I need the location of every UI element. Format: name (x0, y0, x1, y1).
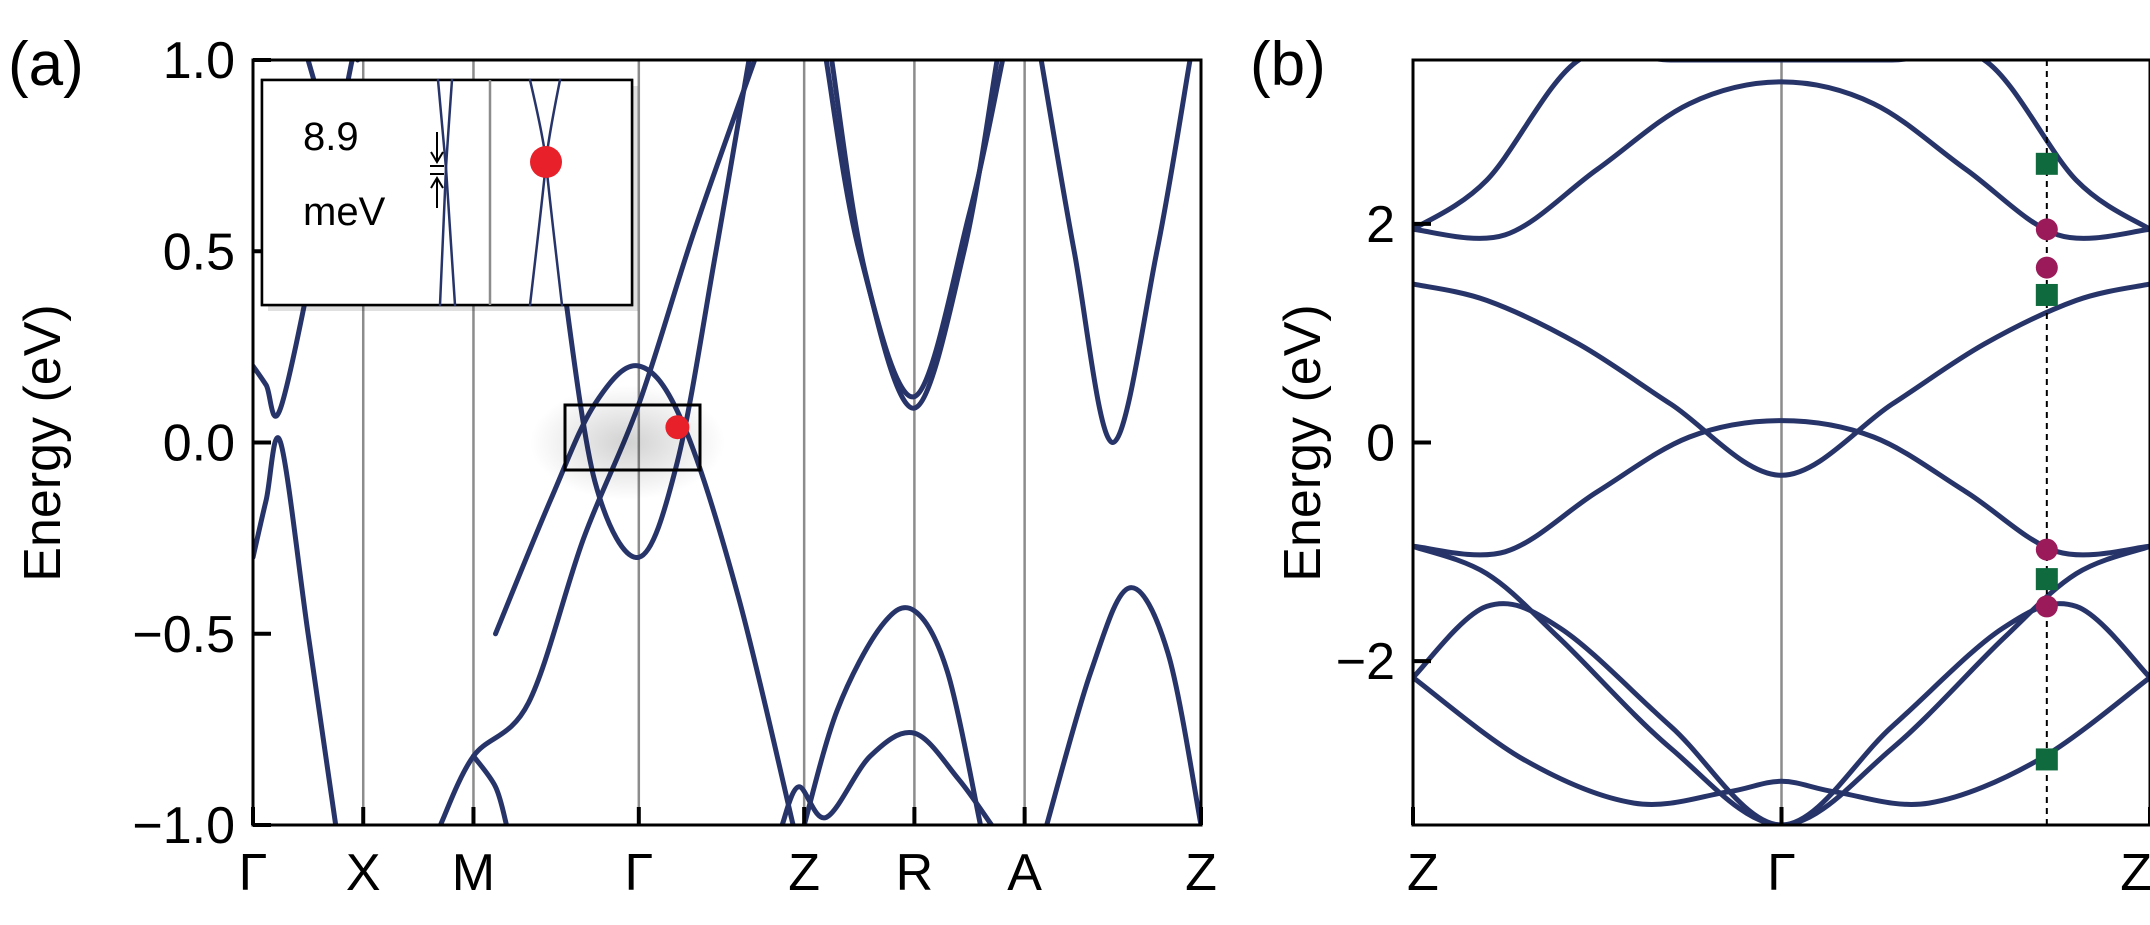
band-line-2 (1413, 79, 2150, 241)
band-line-4 (1413, 418, 2150, 558)
square-marker (2035, 283, 2058, 306)
band-line-6 (437, 60, 758, 825)
y-tick-label: 0.5 (163, 223, 235, 281)
square-marker (2035, 748, 2058, 771)
band-line-7 (1413, 675, 2150, 807)
panel-a-ylabel: Energy (eV) (14, 304, 72, 581)
arrow-up-icon (430, 176, 444, 208)
inset-band-left-lower (438, 78, 454, 307)
square-marker (2035, 568, 2058, 591)
circle-marker (2035, 538, 2058, 561)
panel-b: (b) 2 0 −2 Z Γ Z Energy (eV) (1250, 30, 2150, 902)
x-tick-label: M (452, 844, 495, 902)
band-line-2 (253, 435, 339, 825)
zoom-box-shadow (530, 385, 725, 500)
arrow-down-icon (430, 132, 444, 164)
inset-crossing-point (530, 146, 562, 178)
band-line-12 (779, 730, 995, 825)
zoom-box (563, 403, 702, 472)
circle-marker (2035, 256, 2058, 279)
inset-gap-unit: meV (303, 190, 386, 234)
band-line-9 (829, 60, 1000, 411)
inset: 8.9 meV (260, 78, 638, 311)
y-tick-label: 0 (1366, 415, 1395, 473)
band-line-11 (801, 605, 983, 825)
square-marker (2035, 152, 2058, 175)
circle-marker (2035, 218, 2058, 241)
band-line-13 (1044, 585, 1201, 825)
band-line-7 (471, 753, 509, 825)
panel-b-ylabel: Energy (eV) (1274, 304, 1332, 581)
x-tick-label: A (1007, 844, 1042, 902)
x-tick-label: Γ (239, 844, 268, 902)
y-tick-label: −2 (1336, 633, 1395, 691)
circle-marker (2035, 595, 2058, 618)
highlight-point (665, 415, 690, 440)
inset-gap-value: 8.9 (303, 115, 359, 159)
panel-a-bands (253, 60, 1201, 825)
x-tick-label: R (896, 844, 934, 902)
y-tick-label: 1.0 (163, 32, 235, 90)
panel-a-yaxis: 1.0 0.5 0.0 −0.5 −1.0 (132, 32, 271, 855)
panel-b-yaxis: 2 0 −2 (1336, 196, 1431, 691)
x-tick-label: Z (2120, 844, 2150, 902)
panel-a: (a) 1.0 0.5 0.0 −0.5 −1.0 Γ X M Γ Z R A Z Energy (e… (8, 30, 1217, 902)
x-tick-label: Γ (624, 844, 653, 902)
panel-a-label: (a) (8, 30, 84, 99)
x-tick-label: Γ (1767, 844, 1796, 902)
x-tick-label: Z (1407, 844, 1439, 902)
band-line-1 (1413, 60, 2150, 232)
panel-b-label: (b) (1250, 30, 1326, 99)
y-tick-label: 2 (1366, 196, 1395, 254)
y-tick-label: −0.5 (132, 606, 235, 664)
x-tick-label: Z (1185, 844, 1217, 902)
y-tick-label: −1.0 (132, 797, 235, 855)
band-line-3 (305, 60, 317, 82)
band-line-3 (1413, 281, 2150, 478)
x-tick-label: Z (788, 844, 820, 902)
band-line-10 (1038, 60, 1193, 445)
panel-b-markers (2035, 152, 2058, 771)
y-tick-label: 0.0 (163, 415, 235, 473)
x-tick-label: X (346, 844, 381, 902)
